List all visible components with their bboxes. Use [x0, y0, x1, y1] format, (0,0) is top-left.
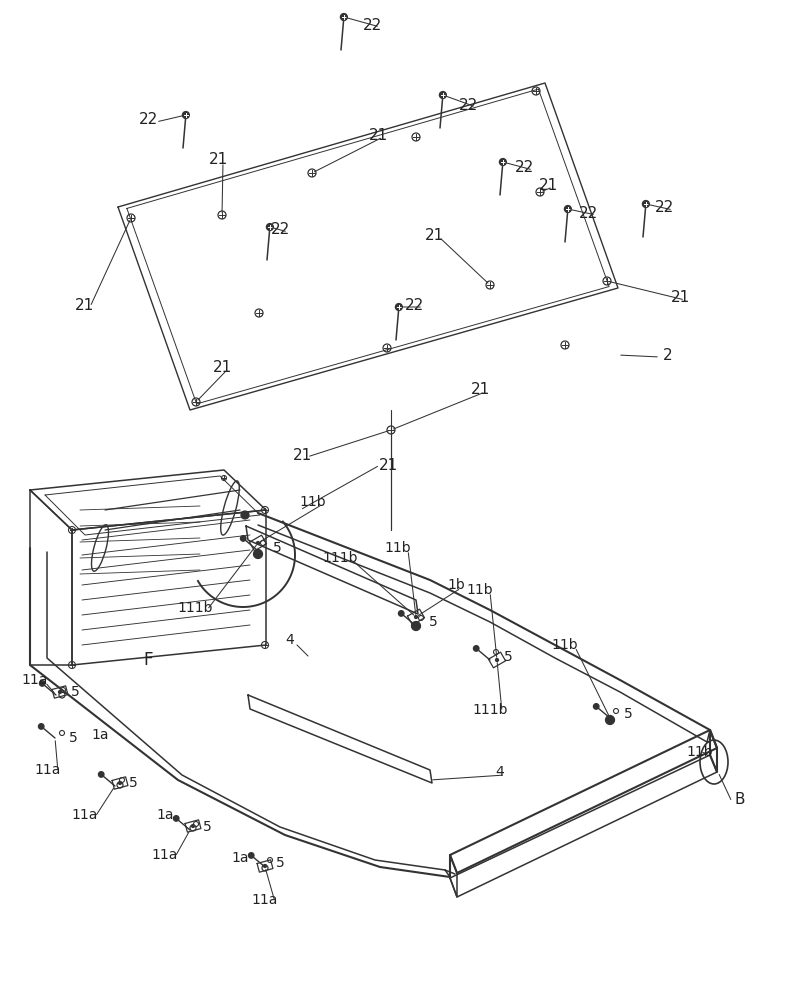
Text: 21: 21	[292, 448, 312, 462]
Text: 5: 5	[273, 541, 282, 555]
Text: 5: 5	[504, 650, 512, 664]
Text: 11a: 11a	[22, 673, 48, 687]
Text: 22: 22	[458, 98, 478, 112]
Text: 1a: 1a	[156, 808, 174, 822]
Text: 1b: 1b	[447, 578, 465, 592]
Text: 5: 5	[128, 776, 137, 790]
Text: 11a: 11a	[35, 763, 61, 777]
Text: 5: 5	[69, 731, 77, 745]
Text: 4: 4	[286, 633, 294, 647]
Text: 21: 21	[212, 360, 231, 375]
Text: 111b: 111b	[177, 601, 213, 615]
Text: 2: 2	[663, 348, 673, 362]
Text: 11a: 11a	[152, 848, 178, 862]
Text: 11b: 11b	[467, 583, 493, 597]
Circle shape	[440, 92, 446, 99]
Circle shape	[398, 611, 404, 616]
Circle shape	[192, 824, 195, 828]
Circle shape	[496, 658, 499, 662]
Text: 11a: 11a	[72, 808, 98, 822]
Circle shape	[263, 864, 267, 867]
Text: 21: 21	[378, 458, 397, 473]
Circle shape	[412, 621, 421, 631]
Text: 22: 22	[362, 17, 381, 32]
Text: 21: 21	[208, 152, 227, 167]
Text: 111b: 111b	[322, 551, 358, 565]
Circle shape	[642, 200, 650, 208]
Text: 11a: 11a	[252, 893, 279, 907]
Text: 4: 4	[496, 765, 504, 779]
Circle shape	[564, 206, 571, 213]
Text: 5: 5	[71, 685, 79, 699]
Circle shape	[594, 704, 599, 709]
Circle shape	[183, 111, 189, 118]
Text: 11b: 11b	[551, 638, 579, 652]
Text: 22: 22	[271, 223, 290, 237]
Circle shape	[341, 13, 347, 20]
Circle shape	[606, 716, 614, 724]
Circle shape	[473, 646, 479, 651]
Text: 5: 5	[623, 707, 632, 721]
Circle shape	[256, 542, 259, 544]
Circle shape	[118, 782, 121, 784]
Text: 21: 21	[425, 228, 444, 242]
Circle shape	[58, 690, 61, 694]
Circle shape	[98, 772, 104, 777]
Circle shape	[241, 511, 249, 519]
Circle shape	[240, 536, 246, 541]
Text: 11b: 11b	[300, 495, 326, 509]
Text: 1a: 1a	[231, 851, 249, 865]
Circle shape	[39, 681, 45, 686]
Text: B: B	[735, 792, 745, 808]
Circle shape	[414, 615, 417, 618]
Text: 22: 22	[655, 200, 674, 216]
Text: 21: 21	[539, 178, 558, 192]
Text: 111b: 111b	[472, 703, 508, 717]
Text: 21: 21	[369, 127, 388, 142]
Text: 22: 22	[579, 206, 598, 221]
Text: 1a: 1a	[91, 728, 109, 742]
Circle shape	[254, 550, 263, 558]
Circle shape	[395, 304, 402, 310]
Circle shape	[173, 816, 179, 821]
Text: 11b: 11b	[385, 541, 411, 555]
Circle shape	[248, 853, 254, 858]
Text: 21: 21	[470, 382, 490, 397]
Text: 21: 21	[75, 298, 95, 312]
Text: 5: 5	[429, 615, 437, 629]
Circle shape	[38, 724, 44, 729]
Text: F: F	[144, 651, 152, 669]
Text: 22: 22	[516, 160, 535, 176]
Text: 21: 21	[670, 290, 689, 306]
Circle shape	[500, 158, 507, 165]
Text: 5: 5	[203, 820, 211, 834]
Text: 11b: 11b	[687, 745, 713, 759]
Text: 22: 22	[405, 298, 425, 312]
Text: 5: 5	[275, 856, 284, 870]
Text: 22: 22	[138, 112, 158, 127]
Circle shape	[267, 224, 274, 231]
